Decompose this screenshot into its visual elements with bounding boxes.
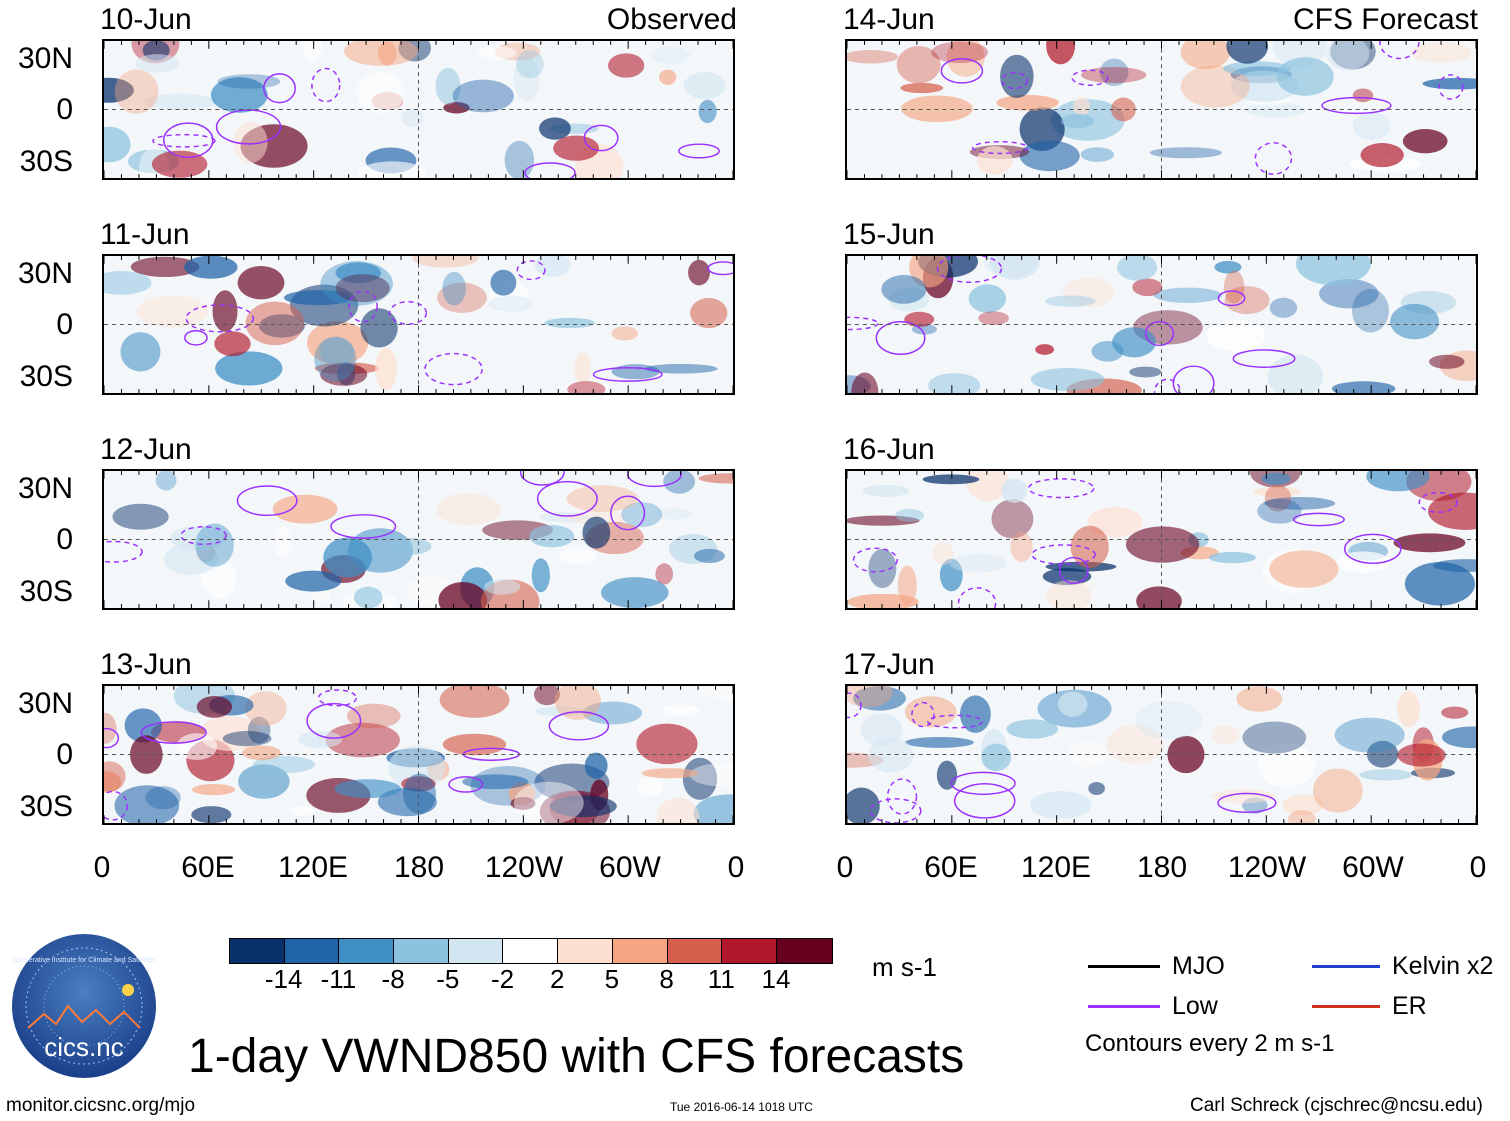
observed-map-panel	[102, 39, 735, 180]
colorbar-swatch	[503, 939, 559, 963]
forecast-map-panel	[845, 469, 1478, 610]
lon-label: 60E	[924, 851, 978, 884]
colorbar-swatch	[339, 939, 395, 963]
observed-map-panel	[102, 469, 735, 610]
colorbar	[229, 938, 833, 964]
figure-title: 1-day VWND850 with CFS forecasts	[188, 1030, 965, 1083]
lat-label: 30S	[19, 575, 73, 608]
lon-label: 120W	[484, 851, 564, 884]
logo-ring-text: Cooperative Institute for Climate and Sa…	[12, 957, 156, 964]
colorbar-swatch	[722, 939, 777, 963]
wind-field-shading	[847, 41, 1476, 178]
colorbar-tick-label: -8	[381, 964, 405, 994]
forecast-map-panel	[845, 39, 1478, 180]
lon-label: 0	[93, 851, 111, 884]
lat-label: 30S	[19, 790, 73, 823]
forecast-map-panel	[845, 684, 1478, 825]
wind-field-shading	[104, 41, 733, 178]
observed-map-panel	[102, 684, 735, 825]
panel-date-label: 14-Jun	[843, 3, 935, 36]
contour-note: Contours every 2 m s-1	[1085, 1030, 1335, 1057]
lat-label: 30N	[17, 472, 73, 505]
observed-map-panel	[102, 254, 735, 395]
legend-line-low	[1088, 1005, 1160, 1008]
observed-label: Observed	[606, 3, 737, 36]
colorbar-swatch	[284, 939, 340, 963]
footer-author: Carl Schreck (cjschrec@ncsu.edu)	[1190, 1095, 1483, 1116]
colorbar-tick-label: 11	[707, 964, 735, 994]
lat-label: 30S	[19, 360, 73, 393]
colorbar-tick-label: -11	[320, 964, 357, 994]
colorbar-tick-label: 5	[604, 964, 620, 994]
lon-label: 0	[727, 851, 745, 884]
lat-label: 0	[56, 93, 73, 126]
panel-date-label: 13-Jun	[100, 648, 192, 681]
lat-label: 0	[56, 523, 73, 556]
colorbar-tick-label: 14	[761, 964, 791, 994]
panel-date-label: 15-Jun	[843, 218, 935, 251]
wind-field-shading	[104, 686, 733, 823]
colorbar-tick-label: 2	[549, 964, 565, 994]
colorbar-tick-label: 8	[659, 964, 674, 994]
colorbar-swatch	[448, 939, 504, 963]
lat-label: 30N	[17, 687, 73, 720]
legend-label-mjo: MJO	[1172, 952, 1225, 980]
panel-date-label: 11-Jun	[100, 218, 190, 251]
wind-field-shading	[847, 686, 1476, 823]
colorbar-swatch	[394, 939, 449, 963]
lon-label: 60W	[599, 851, 661, 884]
colorbar-tick-label: -5	[436, 964, 460, 994]
lon-label: 0	[1469, 851, 1487, 884]
forecast-label: CFS Forecast	[1292, 3, 1478, 36]
panel-date-label: 10-Jun	[100, 3, 192, 36]
legend-label-low: Low	[1172, 992, 1218, 1020]
wind-field-shading	[847, 256, 1476, 393]
lat-label: 30S	[19, 145, 73, 178]
lat-label: 30N	[17, 42, 73, 75]
wind-field-shading	[104, 471, 733, 608]
footer-timestamp: Tue 2016-06-14 1018 UTC	[670, 1100, 813, 1114]
colorbar-swatch	[230, 939, 285, 963]
colorbar-tick-label: -2	[490, 964, 515, 994]
colorbar-units: m s-1	[872, 952, 937, 982]
lon-label: 180	[1136, 851, 1188, 884]
colorbar-swatch	[667, 939, 723, 963]
lon-label: 120E	[1020, 851, 1092, 884]
wind-field-shading	[847, 471, 1476, 608]
forecast-map-panel	[845, 254, 1478, 395]
lon-label: 60E	[181, 851, 235, 884]
panel-date-label: 16-Jun	[843, 433, 935, 466]
lon-label: 120E	[277, 851, 349, 884]
wind-field-shading	[104, 256, 733, 393]
lat-label: 0	[56, 308, 73, 341]
logo-text: cics.nc	[44, 1032, 123, 1062]
cics-logo: cics.nc Cooperative Institute for Climat…	[10, 932, 158, 1080]
legend-label-er: ER	[1392, 992, 1427, 1020]
lon-label: 60W	[1342, 851, 1404, 884]
panel-date-label: 12-Jun	[100, 433, 192, 466]
lat-label: 30N	[17, 257, 73, 290]
legend-label-kelvin: Kelvin x2	[1392, 952, 1494, 980]
lat-label: 0	[56, 738, 73, 771]
lon-label: 120W	[1227, 851, 1307, 884]
legend-line-mjo	[1088, 965, 1160, 968]
colorbar-tick-label: -14	[264, 964, 303, 994]
colorbar-swatch	[612, 939, 668, 963]
lon-label: 0	[836, 851, 854, 884]
lon-label: 180	[393, 851, 445, 884]
panel-date-label: 17-Jun	[843, 648, 935, 681]
legend-line-er	[1312, 1005, 1380, 1008]
legend-line-kelvin	[1312, 965, 1380, 968]
colorbar-swatch	[558, 939, 613, 963]
footer-url[interactable]: monitor.cicsnc.org/mjo	[6, 1095, 196, 1116]
colorbar-swatch	[776, 939, 832, 963]
